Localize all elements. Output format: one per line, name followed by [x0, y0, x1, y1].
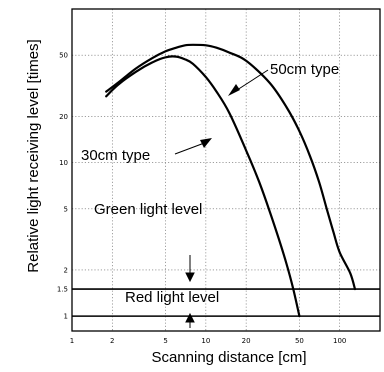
y-tick-label: 5 [64, 205, 68, 213]
y-tick-label: 10 [59, 159, 68, 167]
y-tick-label: 1.5 [57, 286, 68, 294]
x-tick-label: 1 [70, 337, 74, 345]
plot-frame [71, 8, 381, 332]
series-50cm-leader-line [233, 69, 269, 93]
y-tick-label: 20 [59, 113, 68, 121]
level-range-arrows [185, 255, 195, 328]
x-tick-label: 20 [242, 337, 251, 345]
series-lines [105, 43, 357, 318]
x-axis-title: Scanning distance [cm] [151, 349, 306, 366]
x-tick-label: 10 [201, 337, 210, 345]
series-30cm-arrow-icon [200, 138, 212, 148]
reference-lines [72, 288, 380, 317]
y-tick-label: 1 [64, 313, 68, 321]
series-line-0 [105, 55, 301, 318]
x-tick-label: 2 [110, 337, 114, 345]
y-tick-label: 2 [64, 266, 68, 274]
series-line-1 [105, 43, 357, 291]
x-tick-label: 5 [163, 337, 167, 345]
y-tick-label: 50 [59, 52, 68, 60]
x-tick-label: 100 [333, 337, 346, 345]
green-light-level-label: Green light level [94, 201, 202, 218]
series-label-30cm: 30cm type [81, 147, 150, 164]
series-label-50cm: 50cm type [270, 61, 339, 78]
red-light-level-label: Red light level [125, 289, 219, 306]
x-tick-label: 50 [295, 337, 304, 345]
series-30cm-leader-line [174, 141, 208, 155]
tick-labels: 1 2 5 10 20 50 100 1 1.5 2 5 10 20 50 [57, 52, 347, 345]
grid [72, 9, 380, 331]
series-50cm-arrow-icon [228, 84, 240, 96]
y-axis-title: Relative light receiving level [times] [25, 39, 42, 272]
